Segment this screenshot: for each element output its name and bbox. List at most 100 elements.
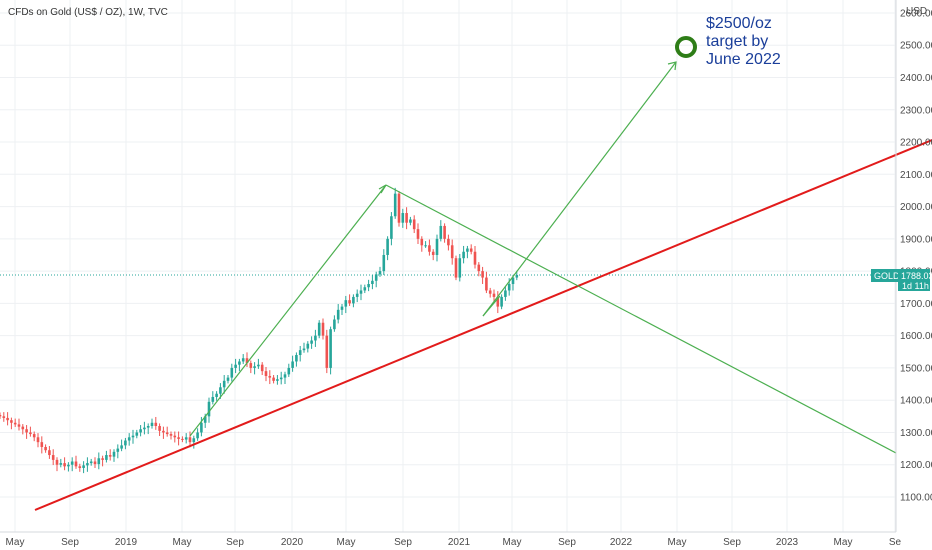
candle (298, 345, 302, 362)
candle-body (154, 422, 158, 427)
candle (431, 249, 435, 261)
candle (25, 425, 28, 439)
candle-body (329, 329, 332, 368)
time-tick-label: May (6, 537, 25, 548)
candle (124, 437, 127, 450)
candle (481, 266, 484, 285)
candle-body (234, 364, 237, 368)
candle (158, 423, 161, 437)
candle-body (203, 416, 207, 423)
candle (169, 431, 173, 440)
candle-body (469, 248, 473, 252)
candle-body (401, 213, 405, 223)
candle (196, 428, 199, 441)
candle (439, 220, 443, 242)
candle-body (238, 361, 241, 365)
candle (454, 255, 458, 281)
candle-body (25, 429, 28, 433)
candle (249, 360, 253, 374)
time-tick-label: 2019 (115, 537, 138, 548)
candle-body (371, 280, 374, 285)
candle (10, 417, 13, 430)
candle (82, 461, 85, 474)
candle (86, 457, 89, 472)
candle (188, 431, 192, 448)
candle (215, 391, 218, 401)
candle-body (135, 432, 139, 436)
candle (390, 212, 393, 246)
candle (291, 355, 294, 372)
symbol-tag: GOLD (874, 271, 900, 281)
candle (340, 304, 344, 315)
candle-body (143, 427, 146, 430)
candle-body (283, 374, 287, 378)
candle-body (97, 458, 101, 465)
candle (317, 320, 321, 339)
candle (336, 304, 340, 324)
candle-body (67, 464, 70, 467)
candle-body (13, 422, 17, 425)
price-tick-label: 1900.00 (900, 234, 932, 245)
candle-body (359, 290, 363, 294)
candle (443, 223, 446, 243)
candle-body (405, 213, 408, 223)
candle-body (70, 461, 74, 465)
candle-body (40, 442, 44, 447)
price-axis[interactable]: 2600.00 2500.00 2400.00 2300.00 2200.00 2100.… (900, 8, 932, 503)
candle (374, 271, 378, 288)
candle-body (310, 340, 313, 344)
candle-body (279, 377, 283, 380)
candle-body (500, 296, 503, 307)
candle (511, 274, 515, 291)
candle-body (378, 271, 382, 275)
price-tick-label: 2000.00 (900, 202, 932, 213)
candle (405, 207, 408, 230)
candle-body (181, 438, 184, 440)
candle-body (230, 367, 234, 378)
candle (428, 239, 431, 256)
candle-body (93, 461, 97, 465)
candle-body (363, 287, 367, 291)
candle (101, 455, 104, 467)
candle (78, 463, 82, 472)
candle (386, 236, 389, 261)
candle-body (504, 290, 507, 297)
price-tick-label: 2300.00 (900, 105, 932, 116)
candle-body (82, 465, 85, 468)
candle-body (36, 437, 40, 443)
candle (0, 412, 2, 419)
candle (139, 425, 142, 437)
candle-body (439, 225, 443, 239)
candle-body (507, 284, 511, 291)
candle-body (295, 355, 298, 362)
candle (29, 426, 32, 437)
candle-body (120, 445, 123, 449)
symbol-tag-bg (871, 269, 898, 282)
time-axis[interactable]: May Sep 2019 May Sep 2020 May Sep 2021 May Sep 2022… (6, 537, 902, 548)
candle (135, 429, 139, 439)
time-tick-label: May (173, 537, 192, 548)
candle-body (355, 293, 359, 297)
time-tick-label: Sep (558, 537, 576, 548)
rally-arrowhead (378, 184, 387, 194)
candle-body (473, 251, 477, 265)
time-tick-label: May (668, 537, 687, 548)
candle-body (0, 415, 2, 417)
candle-body (105, 455, 108, 460)
candle-body (515, 274, 519, 278)
candle (371, 274, 374, 290)
candle (321, 318, 325, 340)
candle-body (196, 432, 199, 439)
time-tick-label: Sep (226, 537, 244, 548)
price-tick-label: 1700.00 (900, 299, 932, 310)
candle (154, 416, 158, 430)
candle-body (511, 277, 515, 285)
candle (447, 234, 450, 251)
annotation-line-2: target by (706, 33, 768, 50)
candle-body (63, 463, 66, 467)
time-tick-label: 2023 (776, 537, 799, 548)
candle-body (207, 401, 211, 417)
candle (6, 412, 9, 426)
candle-body (158, 426, 161, 431)
